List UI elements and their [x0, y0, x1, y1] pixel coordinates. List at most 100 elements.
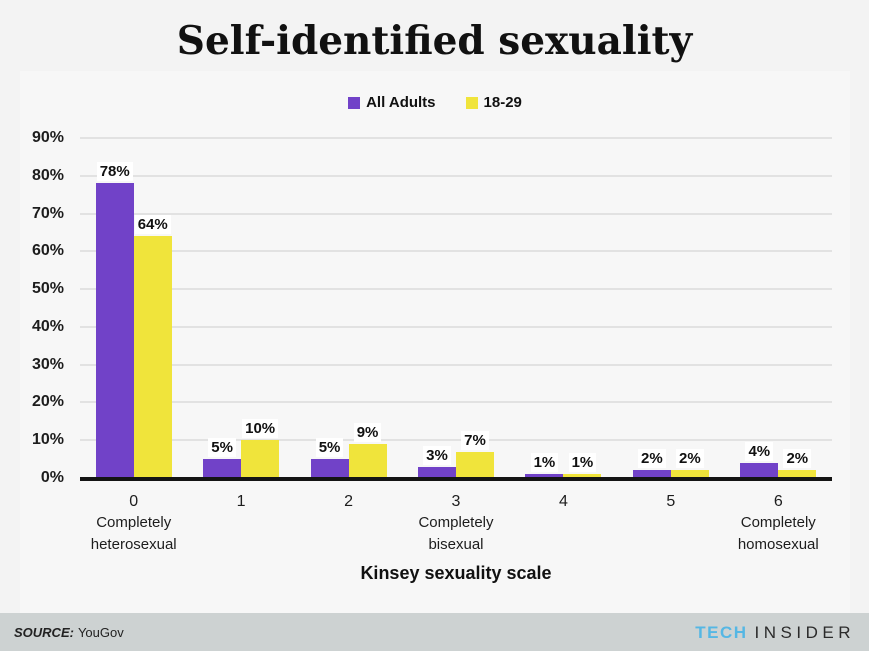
bar-value-label: 64% — [123, 215, 183, 235]
bar-value-text: 1% — [530, 453, 559, 473]
x-tick: 6 Completely homosexual — [725, 491, 832, 556]
source-value: YouGov — [77, 624, 124, 640]
y-tick-label: 90% — [31, 129, 64, 146]
x-tick-sublabel: heterosexual — [90, 536, 177, 553]
brand-insider: INSIDER — [754, 622, 855, 642]
bar-18-29 — [670, 470, 709, 478]
x-axis-line — [80, 477, 832, 481]
bar-value-text: 64% — [134, 215, 171, 235]
bar-all-adults — [525, 474, 564, 478]
bar-18-29 — [133, 236, 172, 478]
bar-value-label: 78% — [85, 162, 145, 182]
legend-item-all-adults: All Adults — [348, 94, 436, 111]
gridline — [80, 137, 832, 139]
bar-value-text: 1% — [568, 453, 597, 473]
x-tick-number: 1 — [236, 493, 246, 510]
bar-value-label: 2% — [660, 449, 720, 469]
x-tick-number: 4 — [558, 493, 568, 510]
bar-value-label: 2% — [767, 449, 827, 469]
x-tick: 5 — [617, 491, 724, 512]
source-credit: SOURCE: YouGov — [14, 625, 124, 640]
gridline — [80, 363, 832, 366]
x-tick: 1 — [187, 491, 294, 512]
gridline — [80, 250, 832, 253]
y-tick-label: 70% — [31, 204, 64, 222]
bar-18-29 — [241, 440, 280, 478]
bar-18-29 — [456, 451, 494, 478]
bar-value-text: 5% — [315, 438, 344, 458]
footer-bar: SOURCE: YouGov TECH INSIDER — [0, 613, 869, 651]
bar-18-29 — [348, 444, 387, 478]
x-tick-sublabel: bisexual — [428, 536, 484, 553]
y-tick-label: 80% — [31, 166, 64, 184]
bar-value-text: 3% — [423, 445, 451, 465]
x-tick-number: 5 — [666, 493, 676, 510]
bar-all-adults — [740, 462, 779, 478]
bar-value-text: 2% — [676, 449, 704, 469]
x-tick-number: 2 — [344, 493, 353, 510]
y-tick-label: 60% — [31, 242, 64, 260]
bar-value-text: 2% — [638, 449, 666, 469]
bar-value-text: 78% — [96, 162, 133, 182]
bar-value-label: 9% — [338, 423, 398, 442]
x-tick: 4 — [510, 491, 617, 512]
bar-value-label: 1% — [514, 453, 574, 473]
bar-all-adults — [95, 183, 134, 478]
x-axis-title: Kinsey sexuality scale — [360, 563, 552, 583]
bar-value-label: 3% — [407, 445, 467, 465]
bar-value-label: 1% — [552, 453, 612, 473]
x-tick-number: 3 — [451, 493, 461, 510]
gridline — [80, 325, 832, 328]
brand-logo: TECH INSIDER — [695, 624, 855, 641]
gridline — [80, 288, 832, 291]
x-tick-sublabel: homosexual — [737, 536, 819, 553]
x-tick-sublabel: Completely — [740, 514, 816, 531]
y-tick-label: 50% — [31, 280, 64, 298]
gridline — [80, 401, 832, 404]
bar-value-text: 4% — [745, 441, 774, 461]
legend-item-18-29: 18-29 — [465, 94, 522, 111]
bar-value-label: 4% — [729, 441, 789, 461]
y-tick-label: 20% — [31, 393, 64, 411]
x-tick-number: 6 — [773, 493, 783, 510]
legend-label-all-adults: All Adults — [366, 94, 436, 111]
bar-value-label: 7% — [445, 430, 505, 450]
bar-18-29 — [778, 470, 817, 478]
bar-value-text: 10% — [242, 419, 279, 439]
gridline — [80, 212, 832, 215]
bar-value-text: 2% — [783, 449, 812, 469]
gridline — [80, 439, 832, 442]
x-tick-number: 0 — [129, 493, 139, 510]
x-tick: 2 — [295, 491, 402, 512]
bar-value-label: 5% — [300, 438, 360, 458]
bar-all-adults — [310, 459, 349, 478]
gridline — [80, 174, 832, 177]
x-tick: 0 Completely heterosexual — [80, 491, 187, 556]
plot-area: 78% 64% 5% 10% 5% 9% 3% 7% 1% 1% 2% 2% 4% 2% — [80, 137, 832, 478]
y-tick-label: 30% — [31, 355, 64, 373]
legend-swatch-all-adults — [348, 96, 361, 109]
legend-label-18-29: 18-29 — [483, 94, 522, 111]
legend: All Adults 18-29 — [20, 94, 850, 111]
bar-all-adults — [418, 466, 456, 478]
bar-value-label: 5% — [192, 438, 252, 458]
y-tick-label: 40% — [31, 317, 64, 335]
x-tick-sublabel: Completely — [96, 514, 172, 531]
bar-all-adults — [203, 459, 242, 478]
bar-value-label: 2% — [622, 449, 682, 469]
bar-value-text: 5% — [208, 438, 236, 458]
bar-all-adults — [632, 470, 671, 478]
x-tick-sublabel: Completely — [418, 514, 494, 531]
bar-value-label: 10% — [230, 419, 290, 439]
page-title: Self-identified sexuality — [176, 18, 693, 64]
bar-value-text: 9% — [353, 423, 382, 442]
source-label: SOURCE: — [14, 624, 74, 640]
bar-value-text: 7% — [461, 430, 489, 450]
bar-18-29 — [563, 474, 602, 478]
y-tick-label: 10% — [31, 431, 64, 449]
legend-swatch-18-29 — [465, 96, 478, 109]
y-tick-label: 0% — [40, 469, 64, 486]
brand-tech: TECH — [695, 622, 748, 642]
x-tick: 3 Completely bisexual — [402, 491, 509, 556]
